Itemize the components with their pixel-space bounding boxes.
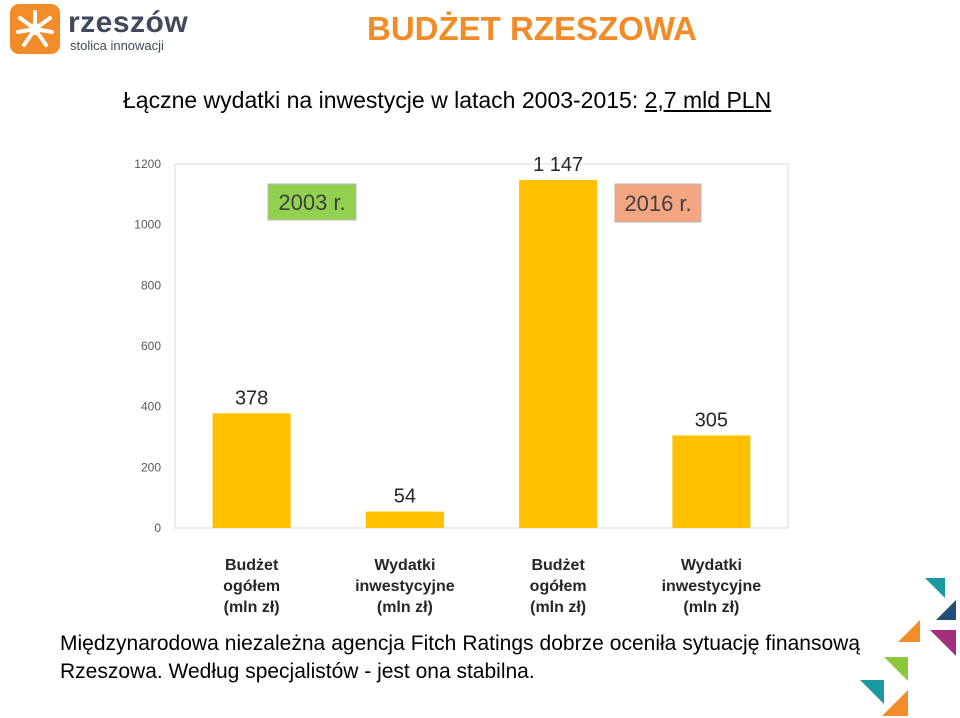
category-label: Budżet	[225, 557, 279, 574]
annotation-label: 2003 r.	[278, 190, 345, 215]
chart-subtitle: Łączne wydatki na inwestycje w latach 20…	[123, 87, 771, 114]
green-triangle-icon	[884, 657, 908, 681]
y-tick-label: 200	[141, 460, 161, 474]
subtitle-total: 2,7 mld PLN	[644, 87, 772, 113]
y-tick-label: 1200	[134, 157, 161, 171]
teal-small-triangle-icon	[860, 680, 884, 704]
bar-chart: 0 200 400 600 800 1000 1200 378 Budżet ogółem (mln…	[134, 154, 789, 616]
page-title: BUDŻET RZESZOWA	[367, 10, 697, 47]
purple-triangle-icon	[930, 630, 956, 656]
y-tick-label: 800	[141, 278, 161, 292]
y-tick-label: 1000	[134, 218, 161, 232]
bar	[212, 413, 291, 528]
category-label: inwestycyjne	[355, 578, 455, 595]
y-tick-label: 0	[154, 521, 161, 535]
y-tick-label: 600	[141, 339, 161, 353]
bar	[672, 435, 751, 528]
data-label: 54	[394, 486, 416, 508]
category-label: Wydatki	[681, 557, 742, 574]
plot-area	[174, 163, 789, 529]
logo-name: rzeszów	[68, 6, 189, 39]
category-label: (mln zł)	[683, 599, 739, 616]
subtitle-text: Łączne wydatki na inwestycje w latach 20…	[123, 87, 639, 113]
annotation-box	[614, 183, 702, 223]
data-label: 305	[695, 409, 728, 431]
category-label: (mln zł)	[530, 599, 586, 616]
category-label: inwestycyjne	[662, 578, 762, 595]
annotation-label: 2016 r.	[624, 191, 691, 216]
category-label: ogółem	[223, 578, 280, 595]
y-tick-label: 400	[141, 400, 161, 414]
category-label: (mln zł)	[224, 599, 280, 616]
data-label: 1 147	[533, 154, 583, 176]
category-label: ogółem	[530, 578, 587, 595]
data-label: 378	[235, 387, 268, 409]
rzeszow-logo: rzeszów stolica innowacji	[10, 4, 190, 58]
bar	[365, 511, 444, 528]
logo-tagline: stolica innowacji	[70, 38, 164, 53]
category-label: (mln zł)	[377, 599, 433, 616]
logo-sun-icon	[10, 4, 60, 54]
footer-note: Międzynarodowa niezależna agencja Fitch …	[60, 632, 860, 683]
annotation-box	[267, 183, 357, 221]
bar	[519, 180, 598, 528]
category-label: Budżet	[531, 557, 585, 574]
category-label: Wydatki	[374, 557, 435, 574]
orange-corner-triangle-icon	[882, 690, 908, 716]
